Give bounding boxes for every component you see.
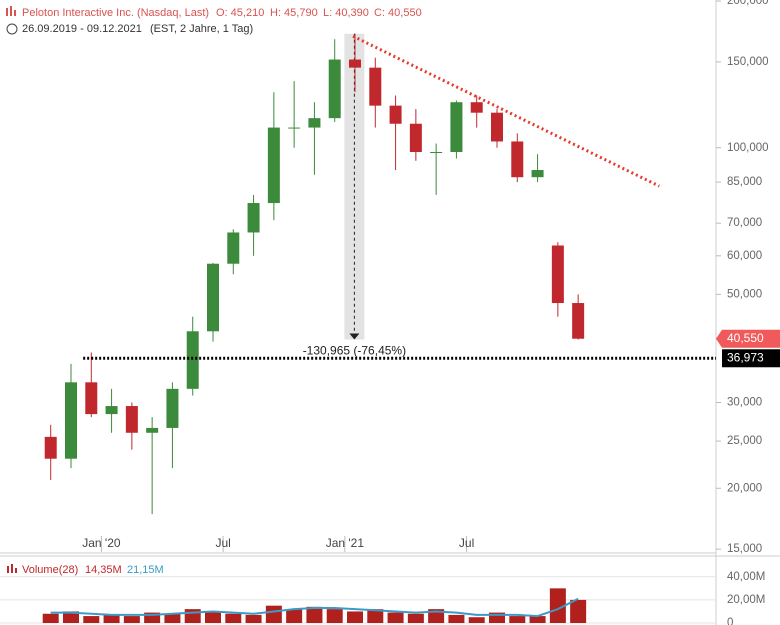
volume-bar [387, 612, 404, 623]
y-tick-label: 60,000 [727, 250, 762, 262]
last-price-label: 40,550 [727, 331, 764, 345]
volume-tick-label: 40,00M [727, 571, 765, 583]
candle-body [409, 123, 422, 153]
y-tick-label: 20,000 [727, 482, 762, 494]
volume-icon [11, 564, 13, 573]
y-tick-label: 150,000 [727, 56, 769, 68]
candle-body [186, 331, 199, 389]
candle-body [288, 127, 301, 129]
y-tick-label: 100,000 [727, 142, 769, 154]
candle-body [146, 427, 159, 433]
quote-low: L: 40,390 [323, 7, 369, 19]
volume-bar [83, 616, 100, 623]
arrow-head [349, 333, 360, 340]
y-tick-label: 25,000 [727, 435, 762, 447]
volume-title: Volume(28) [22, 564, 78, 576]
candle-body [44, 436, 57, 459]
volume-bar [347, 611, 363, 623]
volume-bar [549, 588, 566, 623]
chart-icon [6, 8, 8, 16]
quote-open: O: 45,210 [216, 7, 264, 19]
volume-bar [123, 616, 140, 623]
volume-bar [509, 616, 526, 623]
drawdown-label: -130,965 (-76,45%) [303, 344, 406, 358]
chart-title: Peloton Interactive Inc. (Nasdaq, Last) [22, 7, 209, 19]
last-price-badge [716, 329, 780, 348]
volume-bar [367, 609, 384, 623]
candle-body [470, 102, 483, 113]
volume-average: 21,15M [127, 564, 164, 576]
volume-bar [407, 613, 424, 623]
candle-body [328, 59, 341, 119]
quote-high: H: 45,790 [270, 7, 318, 19]
candle-body [308, 118, 321, 128]
candle-body [511, 141, 524, 178]
subtitle-note: (EST, 2 Jahre, 1 Tag) [150, 23, 253, 35]
x-tick-label: Jul [459, 536, 474, 550]
candle-body [65, 382, 77, 459]
clock-icon [6, 23, 18, 35]
candle-body [430, 152, 443, 154]
quote-close: C: 40,550 [374, 7, 422, 19]
candle-body [551, 245, 564, 304]
volume-bar [489, 612, 505, 623]
volume-ma-line [50, 597, 579, 618]
candle-body [105, 406, 118, 415]
volume-bar [103, 614, 120, 623]
volume-bar [184, 609, 201, 623]
volume-bar [326, 609, 343, 623]
y-tick-label: 70,000 [727, 217, 762, 229]
volume-bar [63, 611, 79, 623]
volume-bar [448, 614, 465, 623]
volume-bar [306, 606, 323, 623]
volume-bar [225, 613, 242, 623]
volume-current: 14,35M [85, 564, 122, 576]
candle-body [85, 382, 98, 415]
candle-body [247, 203, 260, 233]
y-tick-label: 50,000 [727, 288, 762, 300]
volume-bar [42, 613, 59, 623]
volume-bar [265, 605, 282, 623]
y-tick-label: 30,000 [727, 397, 762, 409]
volume-icon [7, 566, 9, 573]
volume-bar [570, 599, 587, 623]
x-tick-label: Jan '20 [82, 536, 121, 550]
support-badge [722, 349, 780, 368]
trendline [352, 34, 660, 188]
candle-body [491, 112, 503, 142]
volume-tick-label: 0 [727, 617, 733, 625]
candle-body [125, 406, 138, 433]
volume-bar [286, 609, 303, 623]
candle-body [227, 232, 240, 264]
candle-body [389, 105, 402, 124]
y-tick-label: 200,000 [727, 0, 769, 7]
candle-body [531, 170, 544, 178]
candle-body [369, 67, 382, 106]
candle-body [572, 303, 585, 339]
volume-bar [205, 611, 221, 623]
x-tick-label: Jul [215, 536, 230, 550]
volume-bar [245, 614, 262, 623]
x-tick-label: Jan '21 [326, 536, 365, 550]
support-label: 36,973 [727, 350, 764, 364]
volume-tick-label: 20,00M [727, 594, 765, 606]
volume-bar [164, 613, 181, 623]
candle-body [207, 263, 219, 332]
volume-bar [468, 617, 485, 623]
volume-icon [15, 568, 17, 573]
candle-body [166, 388, 179, 428]
candle-body [450, 102, 463, 153]
subtitle: 26.09.2019 - 09.12.2021 [22, 23, 142, 35]
y-tick-label: 85,000 [727, 176, 762, 188]
chart-icon [10, 6, 12, 16]
chart-icon [14, 10, 16, 16]
volume-bar [529, 616, 546, 623]
volume-bar [144, 612, 161, 623]
candle-body [349, 59, 361, 68]
candle-body [267, 127, 280, 204]
y-tick-label: 15,000 [727, 543, 762, 555]
